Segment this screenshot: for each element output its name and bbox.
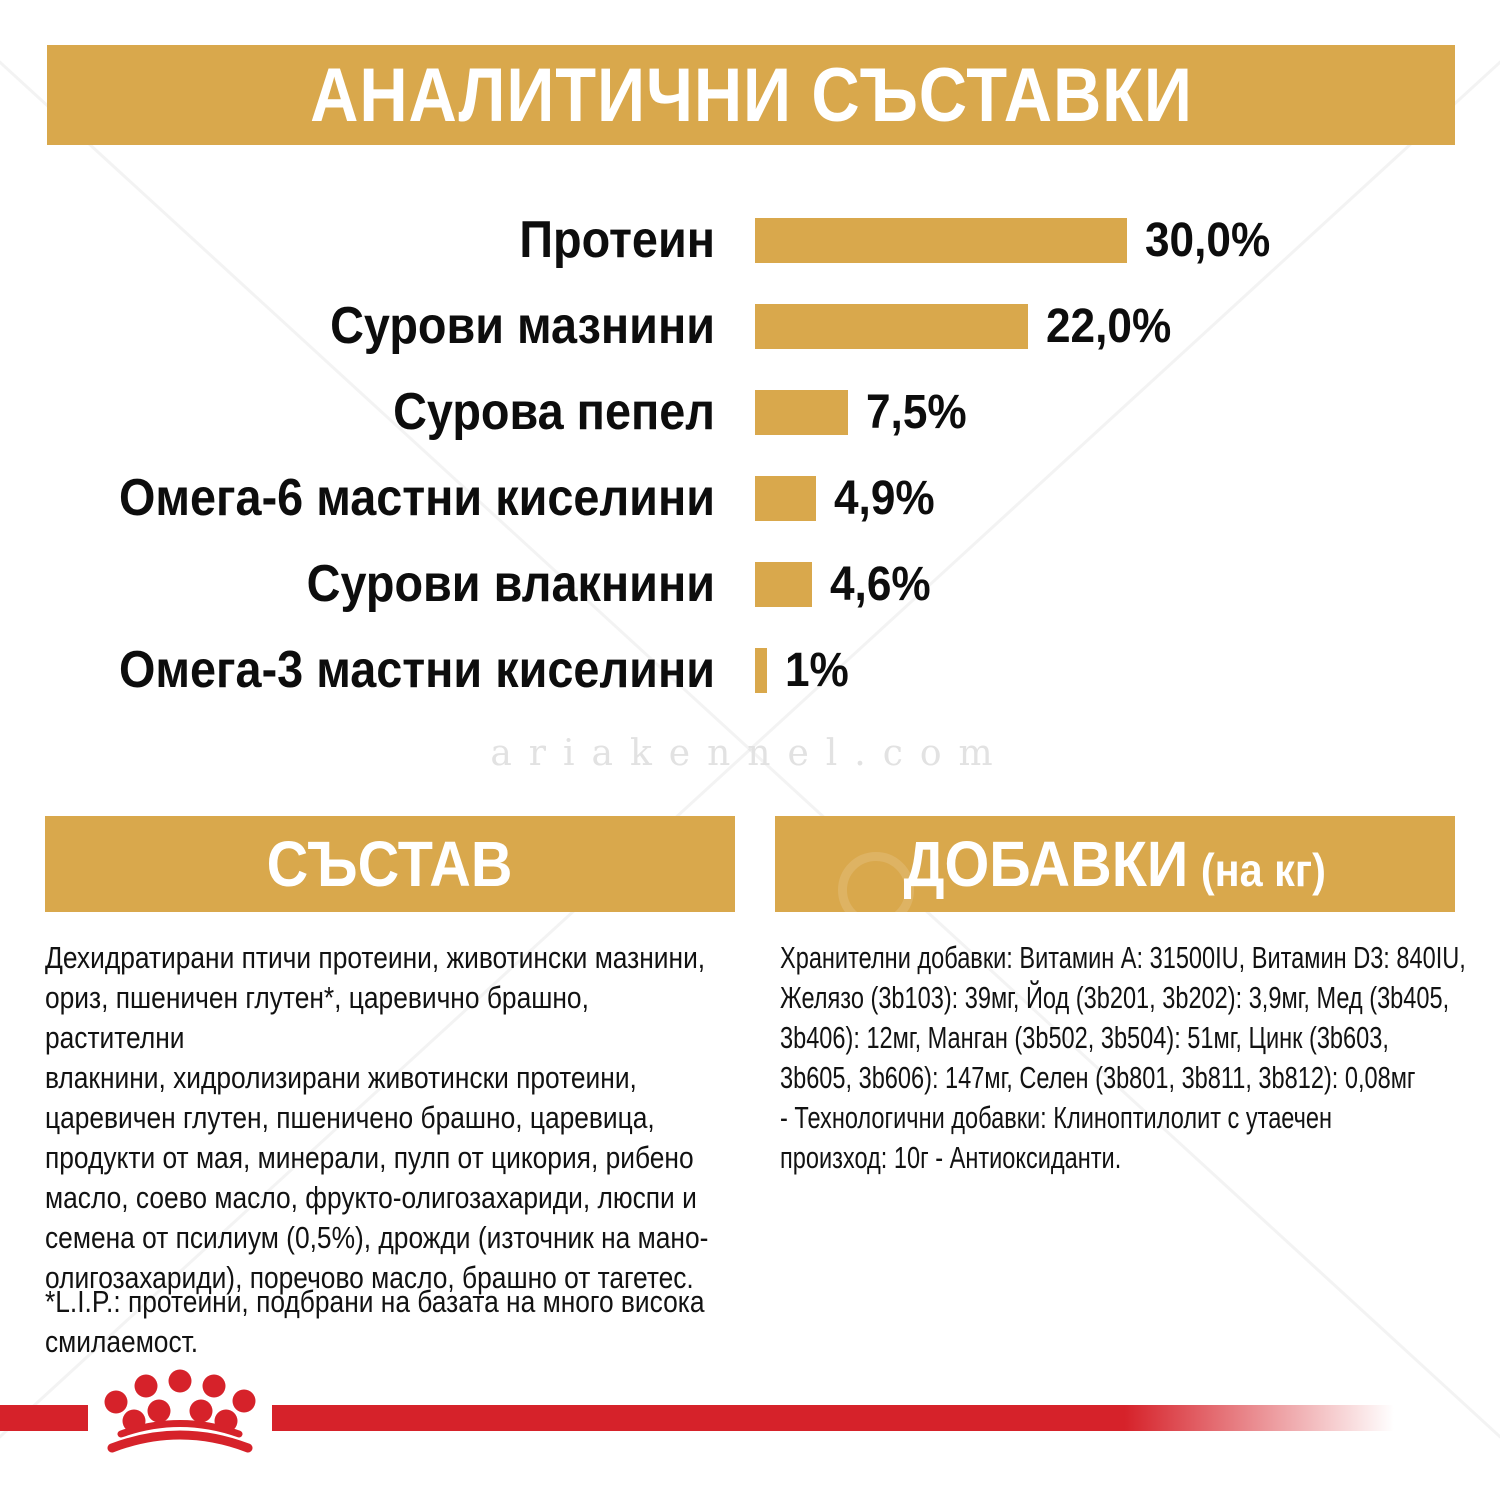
analytical-constituents-chart: Протеин 30,0% Сурови мазнини 22,0% Суров… [45, 197, 1455, 713]
bar [755, 217, 1127, 263]
lip-footnote: *L.I.P.: протеини, подбрани на базата на… [45, 1284, 705, 1359]
additives-title: ДОБАВКИ (на кг) [904, 827, 1326, 901]
bar-row: Омега-6 мастни киселини 4,9% [45, 455, 1455, 541]
bar-value-label: 4,9% [834, 471, 935, 525]
additives-title-suffix: (на кг) [1201, 844, 1327, 896]
bar-label: Омега-6 мастни киселини [119, 469, 716, 527]
bar-label: Омега-3 мастни киселини [119, 641, 716, 699]
bar [755, 475, 816, 521]
bar-row: Сурови влакнини 4,6% [45, 541, 1455, 627]
bar [755, 389, 848, 435]
bar-row: Сурова пепел 7,5% [45, 369, 1455, 455]
bar-label: Протеин [519, 211, 715, 269]
composition-banner: СЪСТАВ [45, 816, 735, 912]
composition-text: Дехидратирани птичи протеини, животински… [45, 940, 709, 1295]
divider-band-left [0, 1405, 88, 1431]
additives-banner: ДОБАВКИ (на кг) [775, 816, 1455, 912]
bar-label: Сурова пепел [393, 383, 715, 441]
bar-label: Сурови влакнини [306, 555, 715, 613]
bar [755, 303, 1028, 349]
additives-title-text: ДОБАВКИ [903, 828, 1189, 900]
bar-label: Сурови мазнини [330, 297, 715, 355]
composition-title: СЪСТАВ [267, 827, 513, 901]
bar-value-label: 22,0% [1046, 299, 1172, 353]
bar-value-label: 7,5% [866, 385, 967, 439]
analytical-constituents-title: АНАЛИТИЧНИ СЪСТАВКИ [309, 52, 1193, 138]
bar [755, 561, 812, 607]
header-banner: АНАЛИТИЧНИ СЪСТАВКИ [47, 45, 1455, 145]
bar-value-label: 30,0% [1145, 213, 1271, 267]
additives-text: Хранителни добавки: Витамин A: 31500IU, … [780, 940, 1466, 1175]
bar-row: Сурови мазнини 22,0% [45, 283, 1455, 369]
bar-value-label: 1% [785, 643, 849, 697]
composition-title-text: СЪСТАВ [267, 828, 513, 900]
bar-value-label: 4,6% [830, 557, 931, 611]
divider-band-right [272, 1405, 1394, 1431]
bar [755, 647, 767, 693]
royal-canin-crown-icon [104, 1369, 256, 1453]
bar-row: Омега-3 мастни киселини 1% [45, 627, 1455, 713]
bar-row: Протеин 30,0% [45, 197, 1455, 283]
site-watermark: ariakennel.com [490, 733, 1010, 774]
